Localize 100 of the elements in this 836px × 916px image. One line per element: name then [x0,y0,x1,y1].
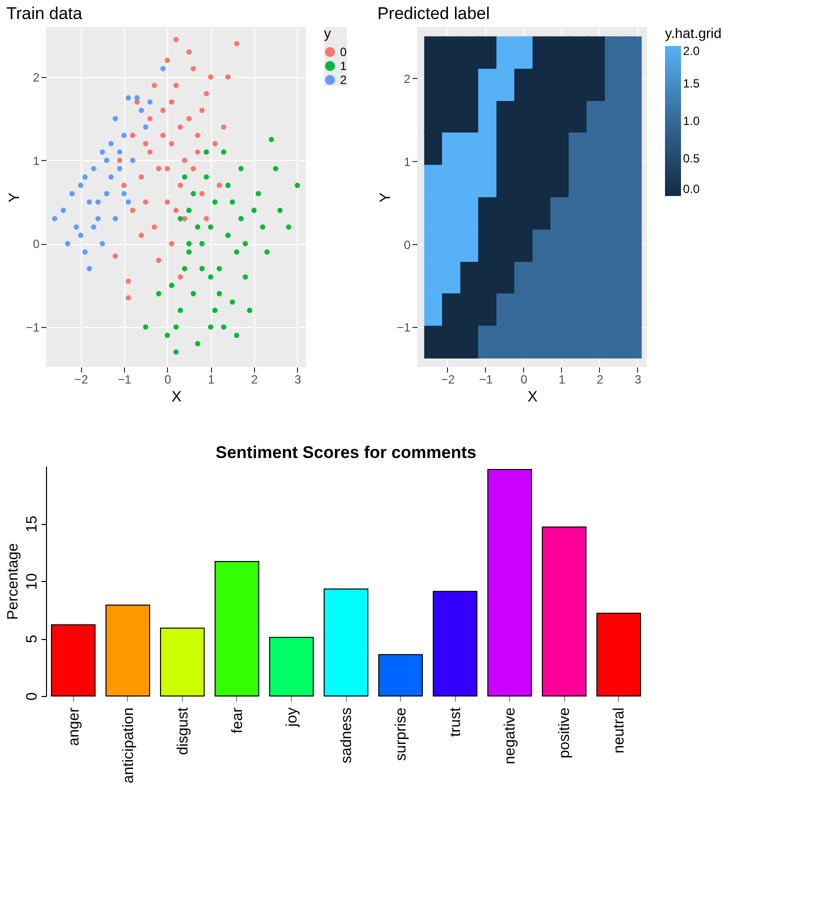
point [173,82,179,88]
x-tick-label: disgust [174,706,192,756]
x-tick-label: −2 [74,372,88,386]
x-tick-label: −1 [479,372,494,386]
point [273,166,278,172]
x-tick-label: sadness [338,708,355,764]
x-tick-label: 1 [558,372,566,386]
point [169,141,174,146]
point [138,232,144,238]
x-tick-label: 1 [208,372,215,386]
x-tick-label: positive [556,708,574,758]
y-tick-label: 5 [24,634,40,644]
point [112,116,118,122]
point [100,241,105,246]
point [190,66,196,72]
x-tick-label: −1 [118,372,132,386]
point [160,132,166,138]
point [199,191,205,196]
point [230,199,235,205]
y-tick-label: 10 [24,573,40,590]
point [164,58,170,63]
y-tick-label: 0 [24,692,40,701]
x-tick-label: −2 [441,372,456,386]
point [190,291,196,296]
bar [432,590,478,696]
point [195,224,200,230]
point [178,274,183,280]
point [121,182,127,188]
point [199,266,205,272]
point [69,191,75,196]
point [164,332,170,338]
point [130,158,136,163]
point [225,232,231,238]
point [225,74,231,80]
point [186,49,192,55]
point [212,308,218,313]
point [147,99,153,105]
point [212,141,218,146]
x-tick-label: negative [502,708,519,764]
y-axis-title: Y [6,192,23,203]
point [204,91,209,96]
point [173,349,179,355]
point [108,141,114,146]
bar [269,636,314,696]
bar [487,468,532,696]
point [251,208,257,213]
point [100,149,105,155]
y-tick-label: 2 [32,70,40,84]
point [138,108,144,113]
point [173,324,179,330]
point [130,132,136,138]
point [74,224,79,230]
point [126,295,131,300]
point [208,74,214,80]
chart-title: Train data [6,4,83,23]
point [160,108,166,113]
point [65,241,70,246]
x-tick-label: 0 [520,372,528,386]
point [78,182,84,188]
point [117,158,122,163]
point [186,249,192,255]
x-tick-label: neutral [610,708,628,754]
point [204,216,209,222]
point [186,116,192,122]
y-tick-label: 0 [32,237,40,252]
point [238,216,244,222]
x-tick-label: joy [283,707,300,728]
point [216,291,222,296]
point [186,208,192,213]
point [247,308,252,313]
y-tick-label: −1 [396,320,411,335]
point [238,166,244,172]
point [178,308,183,313]
point [78,232,84,238]
bar [324,588,368,696]
y-axis-title: Y [376,192,394,203]
bar [160,628,205,696]
point [104,158,110,163]
x-tick-label: 3 [294,372,302,386]
point [156,166,162,172]
point [178,216,183,222]
point [121,191,127,196]
point [156,258,162,263]
point [221,324,226,330]
point [294,182,300,188]
point [86,266,92,272]
point [152,82,157,88]
point [216,182,222,188]
point [143,141,148,146]
point [143,199,148,205]
y-axis-title: Percentage [4,543,22,620]
point [204,174,209,180]
point [199,241,205,246]
y-tick-label: 0 [404,238,411,252]
point [143,324,148,330]
color-bar-label: 0.0 [683,182,700,196]
point [117,166,122,172]
bar [596,612,642,696]
point [221,124,226,130]
y-tick-label: 1 [32,154,40,168]
